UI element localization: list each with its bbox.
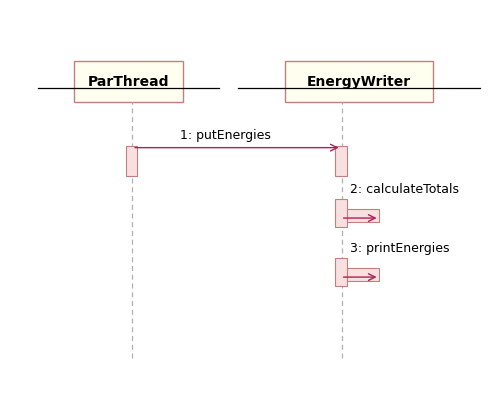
Bar xyxy=(286,62,432,103)
Text: EnergyWriter: EnergyWriter xyxy=(307,75,411,89)
Bar xyxy=(335,199,346,227)
Text: 1: putEnergies: 1: putEnergies xyxy=(180,129,270,142)
Bar xyxy=(346,268,380,281)
Bar xyxy=(335,147,346,177)
Bar xyxy=(335,258,346,286)
Text: 3: printEnergies: 3: printEnergies xyxy=(350,241,450,254)
Text: 2: calculateTotals: 2: calculateTotals xyxy=(350,182,459,196)
Bar xyxy=(74,62,182,103)
Bar xyxy=(346,210,380,223)
Bar xyxy=(126,147,138,177)
Text: ParThread: ParThread xyxy=(88,75,169,89)
